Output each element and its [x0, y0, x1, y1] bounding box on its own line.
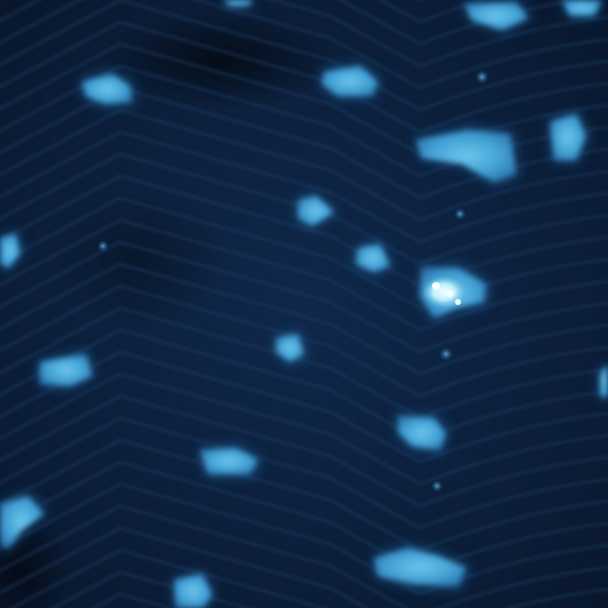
- island: [0, 496, 44, 548]
- terrace-stripe: [0, 0, 585, 46]
- terrace-stripe: [0, 130, 608, 244]
- island: [40, 354, 92, 386]
- terrace-stripe: [0, 394, 608, 508]
- terrace-stripe: [0, 240, 608, 354]
- terrace-stripe: [0, 306, 608, 420]
- island: [322, 66, 378, 96]
- dark-region: [100, 10, 340, 110]
- island: [82, 74, 132, 104]
- terrace-stripe: [0, 174, 608, 288]
- adatom: [475, 70, 489, 84]
- island: [174, 574, 212, 608]
- island: [356, 244, 390, 272]
- island: [416, 130, 516, 182]
- island: [600, 364, 608, 398]
- terrace-stripe: [0, 460, 608, 574]
- terrace-stripe: [0, 0, 608, 90]
- adatom: [439, 347, 453, 361]
- terrace-stripe: [0, 504, 608, 608]
- terrace-stripe: [0, 482, 608, 596]
- terrace-stripe: [0, 0, 608, 68]
- adatom: [97, 240, 109, 252]
- terrace-stripe: [0, 350, 608, 464]
- island: [200, 448, 258, 474]
- adatom: [431, 480, 443, 492]
- island: [374, 548, 466, 586]
- terrace-stripe: [0, 218, 608, 332]
- terrace-stripe: [0, 284, 608, 398]
- terrace-stripe: [0, 0, 608, 112]
- adatom-dots: [97, 70, 489, 492]
- dark-region: [50, 190, 230, 330]
- island: [562, 0, 602, 16]
- island: [398, 416, 446, 450]
- island: [0, 234, 20, 268]
- terrace-stripe: [0, 438, 608, 552]
- terrace-stripe: [0, 108, 608, 222]
- bright-hotspot: [422, 276, 466, 308]
- island: [298, 196, 334, 226]
- terrace-stripe: [0, 262, 608, 376]
- island: [464, 2, 528, 30]
- terrace-stripe: [0, 42, 608, 156]
- terrace-stripe: [0, 526, 608, 608]
- island: [276, 334, 304, 362]
- terrace-stripe: [0, 328, 608, 442]
- terrace-stripe: [9, 548, 329, 608]
- terrace-stripe: [0, 372, 608, 486]
- terrace-stripe: [0, 196, 608, 310]
- terrace-stripe: [0, 416, 608, 530]
- island: [550, 114, 586, 160]
- island: [222, 0, 254, 6]
- adatom: [454, 208, 466, 220]
